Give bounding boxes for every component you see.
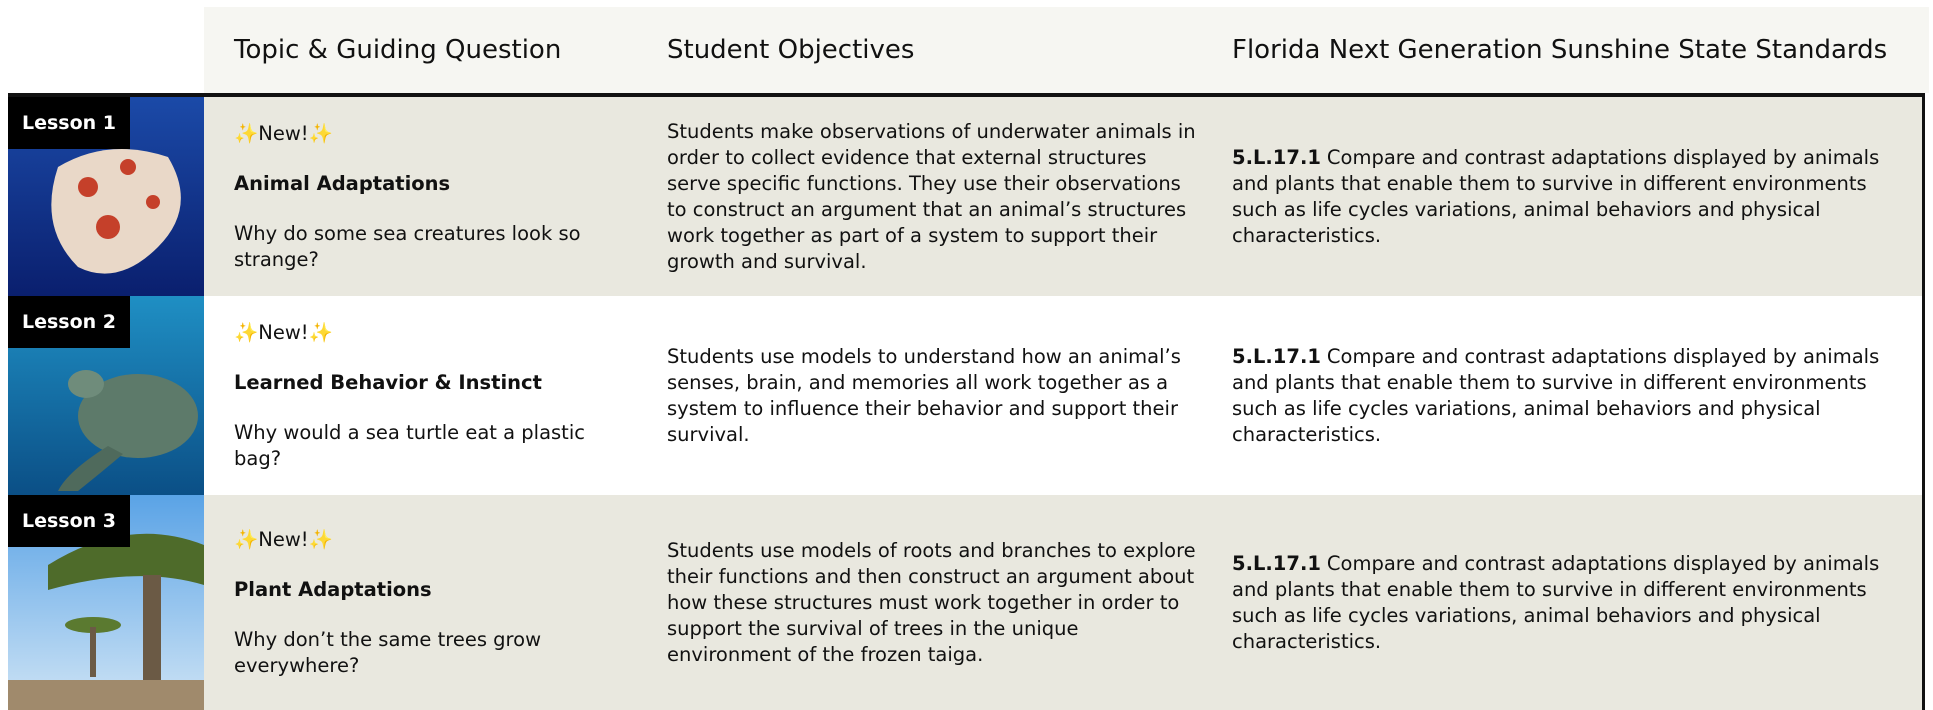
objectives-text: Students make observations of underwater… (667, 119, 1196, 273)
tree-photo (8, 495, 204, 710)
objectives-cell: Students use models to understand how an… (667, 296, 1197, 495)
topic-title: Animal Adaptations (234, 171, 451, 195)
standard-text: Compare and contrast adaptations display… (1232, 344, 1880, 446)
lesson-label: Lesson 2 (8, 296, 131, 348)
lesson-row: Lesson 3 ✨New!✨ Plant Adaptations Why do… (8, 495, 1922, 710)
lesson-row: Lesson 1 ✨New!✨ Animal Adaptations Why d… (8, 97, 1922, 296)
standards-cell: 5.L.17.1 Compare and contrast adaptations… (1232, 495, 1912, 710)
lesson-label: Lesson 3 (8, 495, 131, 547)
objectives-text: Students use models of roots and branche… (667, 538, 1196, 666)
standard: 5.L.17.1 Compare and contrast adaptations… (1232, 344, 1912, 448)
new-badge: ✨New!✨ (234, 527, 333, 551)
standard: 5.L.17.1 Compare and contrast adaptations… (1232, 145, 1912, 249)
table-body: Lesson 1 ✨New!✨ Animal Adaptations Why d… (8, 93, 1925, 710)
new-badge: ✨New!✨ (234, 121, 333, 145)
standards-cell: 5.L.17.1 Compare and contrast adaptations… (1232, 296, 1912, 495)
column-heading: Florida Next Generation Sunshine State S… (1232, 35, 1888, 65)
lesson-row: Lesson 2 ✨New!✨ Learned Behavior & Insti… (8, 296, 1922, 495)
standard-code: 5.L.17.1 (1232, 344, 1321, 368)
column-heading: Topic & Guiding Question (234, 35, 562, 65)
guiding-question: Why would a sea turtle eat a plastic bag… (234, 420, 585, 470)
standard: 5.L.17.1 Compare and contrast adaptations… (1232, 551, 1912, 655)
standard-text: Compare and contrast adaptations display… (1232, 145, 1880, 247)
table-header: Topic & Guiding Question Student Objecti… (204, 7, 1929, 93)
topic-cell: ✨New!✨ Learned Behavior & Instinct Why w… (234, 296, 634, 495)
objectives-cell: Students make observations of underwater… (667, 97, 1197, 296)
lesson-image: Lesson 1 (8, 97, 204, 296)
objectives-text: Students use models to understand how an… (667, 344, 1181, 446)
lesson-label: Lesson 1 (8, 97, 131, 149)
standard-code: 5.L.17.1 (1232, 551, 1321, 575)
standard-text: Compare and contrast adaptations display… (1232, 551, 1880, 653)
guiding-question: Why don’t the same trees grow everywhere… (234, 627, 542, 677)
new-badge: ✨New!✨ (234, 320, 333, 344)
guiding-question: Why do some sea creatures look so strang… (234, 221, 581, 271)
standard-code: 5.L.17.1 (1232, 145, 1321, 169)
lesson-image: Lesson 3 (8, 495, 204, 710)
standards-cell: 5.L.17.1 Compare and contrast adaptations… (1232, 97, 1912, 296)
topic-title: Plant Adaptations (234, 577, 432, 601)
objectives-cell: Students use models of roots and branche… (667, 495, 1197, 710)
column-heading: Student Objectives (667, 35, 915, 65)
lesson-image: Lesson 2 (8, 296, 204, 495)
topic-title: Learned Behavior & Instinct (234, 370, 542, 394)
topic-cell: ✨New!✨ Plant Adaptations Why don’t the s… (234, 495, 634, 710)
topic-cell: ✨New!✨ Animal Adaptations Why do some se… (234, 97, 634, 296)
